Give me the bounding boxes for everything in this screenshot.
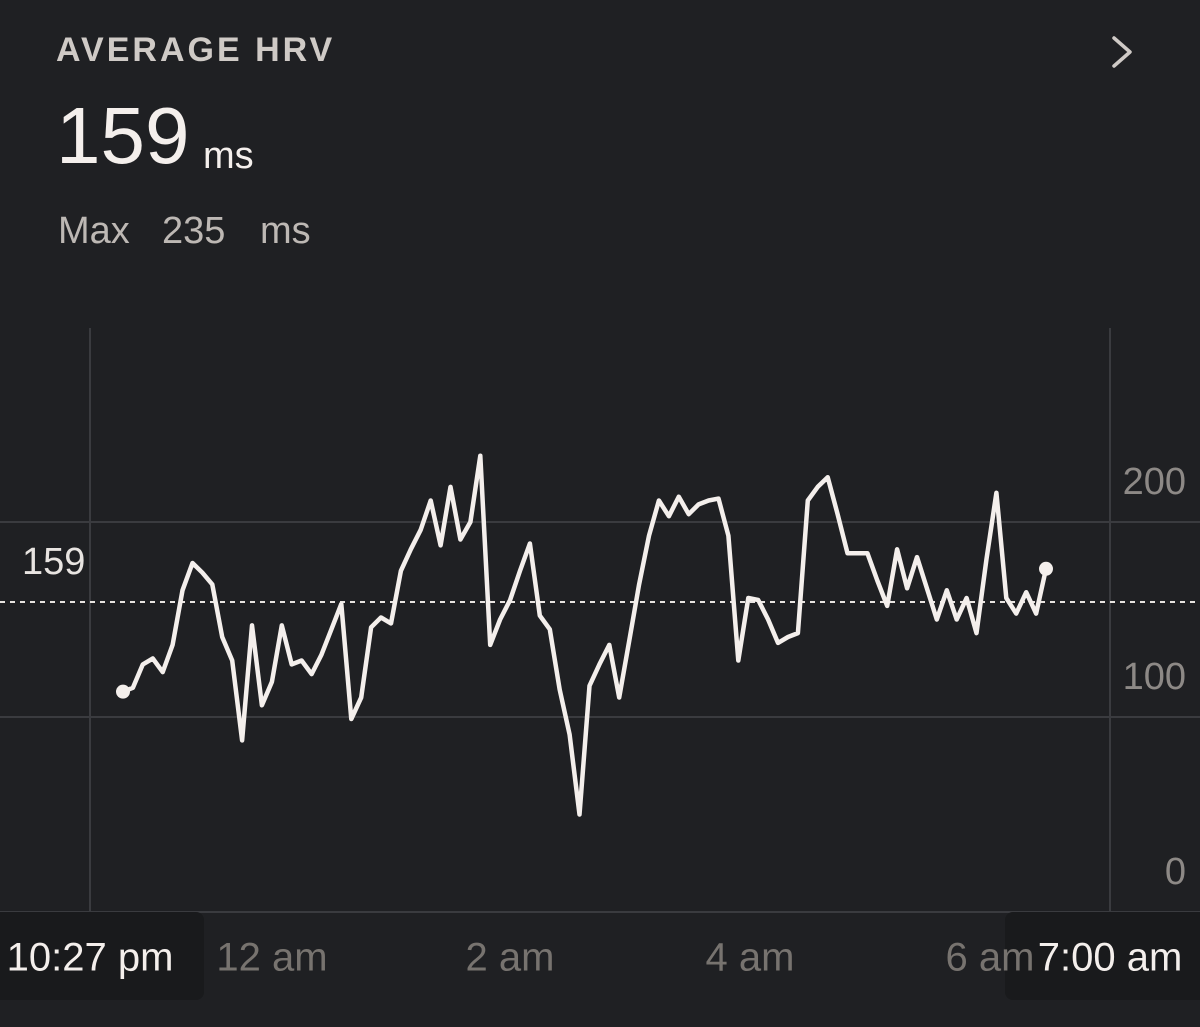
endpoint-dot (1039, 561, 1053, 576)
chevron-button[interactable] (1112, 36, 1132, 68)
max-value: 235 (162, 210, 225, 252)
max-label: Max (58, 210, 130, 252)
x-tick-label: 4 am (706, 936, 795, 980)
y-tick-label: 100 (1123, 656, 1186, 698)
x-tick-label: 12 am (216, 936, 327, 980)
average-label: 159 (22, 541, 85, 583)
x-tick-label: 6 am (946, 936, 1035, 980)
x-tick-label: 2 am (466, 936, 555, 980)
hrv-line (120, 453, 1049, 817)
x-tick-label: 10:27 pm (7, 936, 174, 980)
y-tick-label: 200 (1123, 461, 1186, 503)
start-time-box (0, 912, 204, 1000)
average-unit: ms (203, 135, 254, 177)
max-unit: ms (260, 210, 311, 252)
endpoint-dot (116, 684, 130, 699)
y-tick-label: 0 (1165, 851, 1186, 893)
average-value: 159 (56, 91, 189, 180)
card-title: AVERAGE HRV (56, 31, 335, 69)
x-tick-label: 7:00 am (1038, 936, 1183, 980)
end-time-box (1005, 912, 1200, 1000)
